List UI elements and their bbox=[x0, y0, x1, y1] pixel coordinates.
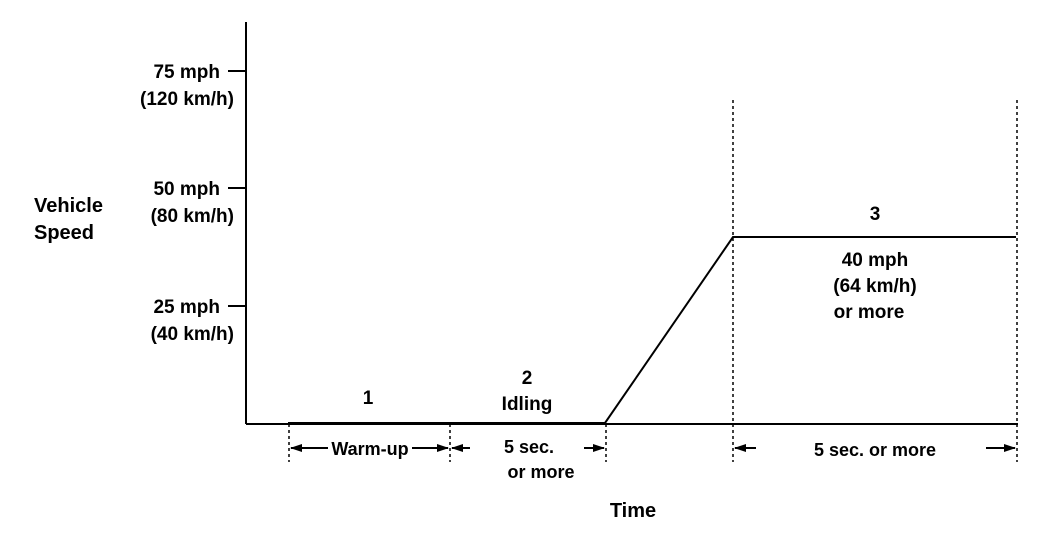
x-axis-label: Time bbox=[610, 500, 656, 522]
speed-profile-line bbox=[288, 236, 1016, 424]
y-tick-sublabel-50: (80 km/h) bbox=[151, 206, 234, 227]
y-tick-label-75: 75 mph bbox=[153, 62, 220, 83]
phase-1-number: 1 bbox=[363, 388, 374, 409]
phase-2-duration-line-1: 5 sec. bbox=[504, 437, 554, 457]
phase-2-number: 2 bbox=[522, 368, 533, 389]
y-tick-sublabel-75: (120 km/h) bbox=[140, 89, 234, 110]
phase-1-duration: Warm-up bbox=[331, 439, 408, 459]
phase-2-duration-line-2: or more bbox=[507, 462, 574, 482]
phase-3-speed-line-3: or more bbox=[834, 302, 905, 323]
y-tick-label-50: 50 mph bbox=[153, 179, 220, 200]
y-axis-label-line-1: Vehicle bbox=[34, 195, 103, 217]
phase-3-number: 3 bbox=[870, 204, 881, 225]
phase-2-name: Idling bbox=[502, 394, 553, 415]
phase-3-speed-line-1: 40 mph bbox=[842, 250, 909, 271]
phase-3-speed-line-2: (64 km/h) bbox=[833, 276, 916, 297]
phase-3-duration: 5 sec. or more bbox=[814, 440, 936, 460]
y-tick-sublabel-25: (40 km/h) bbox=[151, 324, 234, 345]
y-tick-label-25: 25 mph bbox=[153, 297, 220, 318]
y-axis-label-line-2: Speed bbox=[34, 222, 94, 244]
